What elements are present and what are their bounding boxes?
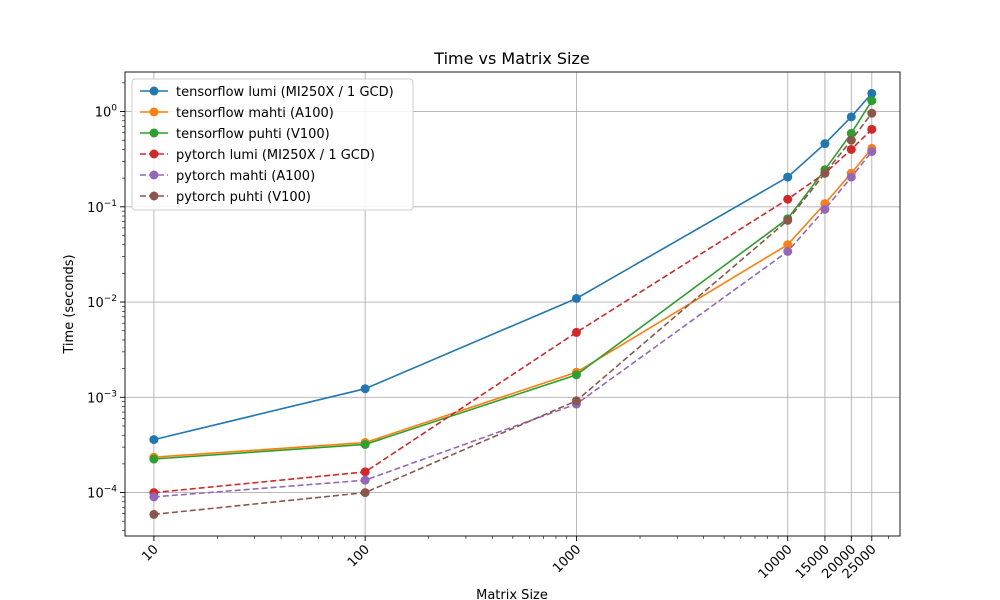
data-point [867, 96, 877, 106]
data-point [867, 147, 877, 157]
data-point [820, 168, 830, 178]
data-point [783, 172, 793, 182]
legend-entry: pytorch puhti (V100) [140, 190, 311, 205]
data-point [867, 124, 877, 134]
data-point [783, 240, 793, 250]
data-point [571, 293, 581, 303]
legend-label: tensorflow mahti (A100) [176, 106, 334, 121]
data-point [149, 509, 159, 519]
legend-marker [149, 107, 159, 117]
data-point [149, 454, 159, 464]
legend-box [131, 78, 414, 211]
x-tick-label: 10000 [756, 542, 796, 582]
data-point [571, 396, 581, 406]
data-point [846, 135, 856, 145]
data-point [846, 128, 856, 138]
data-point [867, 88, 877, 98]
data-point [846, 112, 856, 122]
legend: tensorflow lumi (MI250X / 1 GCD) tensorfl… [131, 78, 414, 211]
x-axis-label: Matrix Size [476, 588, 548, 600]
y-tick-label: 10−3 [87, 389, 117, 406]
data-point [783, 246, 793, 256]
legend-label: tensorflow lumi (MI250X / 1 GCD) [176, 85, 394, 100]
legend-marker [149, 128, 159, 138]
legend-label: tensorflow puhti (V100) [176, 127, 330, 142]
legend-marker [149, 86, 159, 96]
legend-entry: tensorflow mahti (A100) [140, 106, 334, 121]
series-layer [149, 88, 877, 519]
data-point [360, 467, 370, 477]
y-tick-label: 10−2 [87, 294, 117, 311]
data-point [149, 492, 159, 502]
series-1 [149, 88, 877, 445]
chart-title: Time vs Matrix Size [433, 49, 589, 68]
legend-marker [149, 170, 159, 180]
data-point [360, 439, 370, 449]
series-6 [149, 108, 877, 519]
x-tick-label: 100 [345, 542, 373, 570]
y-tick-label: 10−1 [87, 199, 117, 216]
y-tick-label: 10−4 [87, 485, 117, 502]
y-axis-label: Time (seconds) [62, 254, 77, 354]
legend-label: pytorch mahti (A100) [176, 169, 315, 184]
legend-marker [149, 191, 159, 201]
legend-entry: tensorflow lumi (MI250X / 1 GCD) [140, 85, 394, 100]
data-point [846, 172, 856, 182]
legend-marker [149, 149, 159, 159]
data-point [360, 475, 370, 485]
data-point [867, 108, 877, 118]
x-tick-label: 10 [139, 542, 161, 564]
data-point [783, 194, 793, 204]
plot-area-frame [124, 71, 901, 537]
legend-entry: tensorflow puhti (V100) [140, 127, 330, 142]
data-point [571, 327, 581, 337]
data-point [783, 215, 793, 225]
legend-entry: pytorch mahti (A100) [140, 169, 315, 184]
data-point [820, 204, 830, 214]
data-point [360, 488, 370, 498]
legend-label: pytorch lumi (MI250X / 1 GCD) [176, 148, 375, 163]
data-point [571, 370, 581, 380]
legend-entry: pytorch lumi (MI250X / 1 GCD) [140, 148, 375, 163]
data-point [360, 384, 370, 394]
x-tick-label: 1000 [550, 542, 584, 576]
series-5 [149, 147, 877, 502]
legend-label: pytorch puhti (V100) [176, 190, 311, 205]
y-axis: 10−4 10−3 10−2 10−1 100 [87, 82, 125, 531]
data-point [846, 144, 856, 154]
y-tick-label: 100 [95, 104, 118, 121]
data-point [820, 139, 830, 149]
data-point [149, 435, 159, 445]
series-4 [149, 124, 877, 498]
